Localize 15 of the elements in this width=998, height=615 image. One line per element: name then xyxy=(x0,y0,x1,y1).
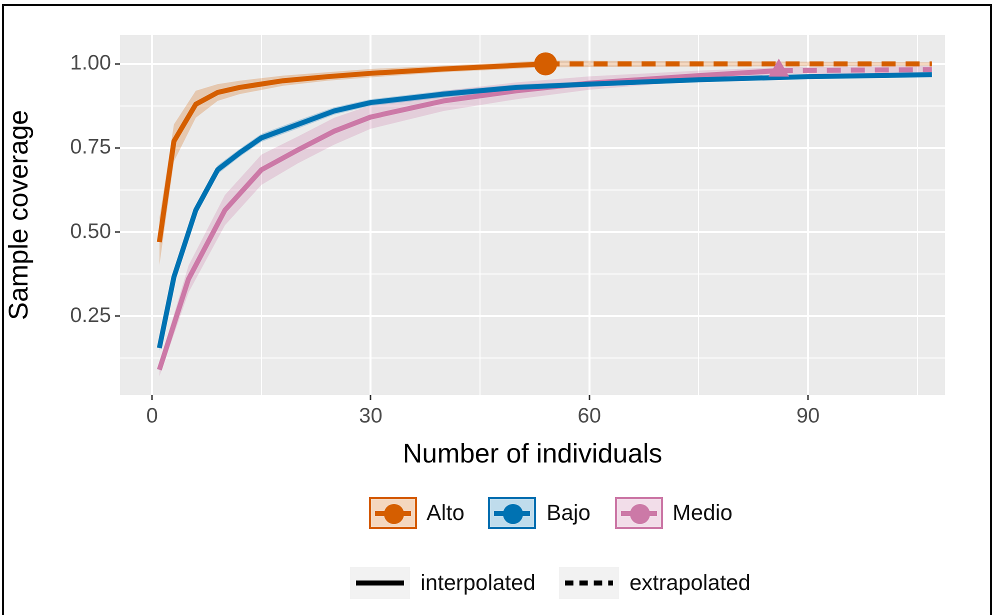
x-tick-label: 60 xyxy=(578,404,602,428)
y-tick-label: 1.00 xyxy=(70,52,111,75)
x-axis-title: Number of individuals xyxy=(402,438,662,468)
legend-label: Bajo xyxy=(546,500,591,526)
x-tick-label: 90 xyxy=(796,404,820,428)
text: interpolated xyxy=(420,570,536,596)
legend-label: Medio xyxy=(672,500,732,526)
legend-label: Alto xyxy=(426,500,464,526)
x-tick-label: 30 xyxy=(359,404,382,428)
text: extrapolated xyxy=(629,570,751,596)
y-tick-label: 0.25 xyxy=(70,304,111,327)
y-tick-label: 0.50 xyxy=(70,220,111,243)
x-tick-label: 0 xyxy=(146,404,158,428)
y-tick-label: 0.75 xyxy=(70,136,111,159)
y-axis-title: Sample coverage xyxy=(4,110,34,320)
